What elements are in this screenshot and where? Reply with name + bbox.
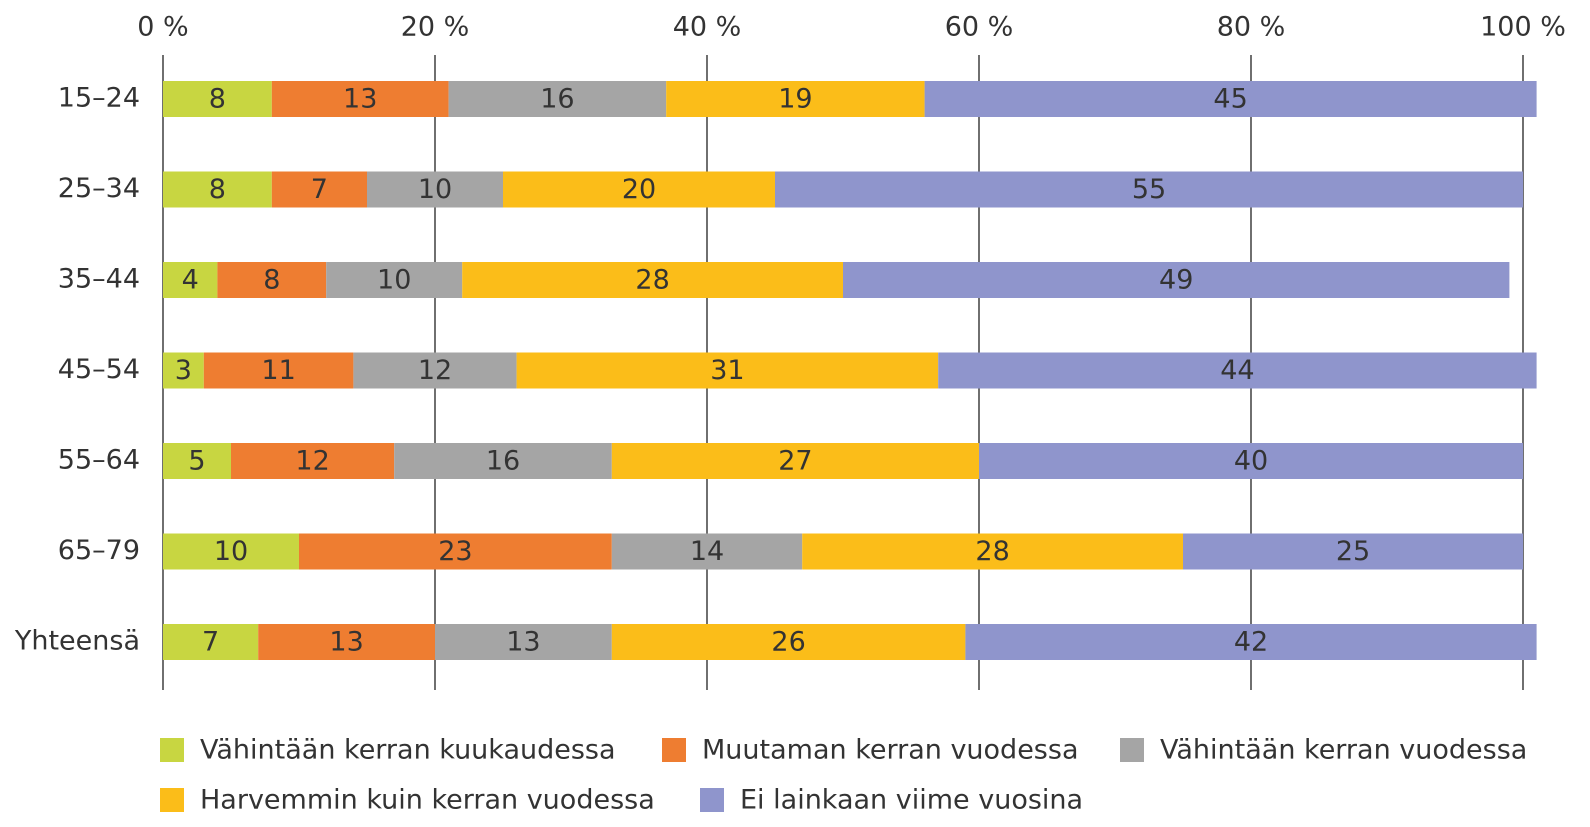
- x-tick-label: 0 %: [137, 12, 188, 43]
- bar-segment: [775, 171, 1523, 208]
- bar-segment: [163, 262, 218, 298]
- data-label: 7: [202, 627, 219, 658]
- bar-segment: [448, 81, 667, 117]
- data-label: 4: [182, 265, 199, 296]
- legend-label: Harvemmin kuin kerran vuodessa: [200, 785, 655, 816]
- bar-segment: [299, 533, 612, 570]
- bar-segment: [367, 171, 503, 208]
- y-tick-label: 45–54: [58, 354, 140, 385]
- x-tick-label: 60 %: [945, 12, 1014, 43]
- bar-segment: [611, 624, 966, 660]
- bar-segment: [503, 171, 775, 208]
- bar-segment: [666, 81, 925, 117]
- data-label: 7: [311, 174, 328, 205]
- bar-segment: [163, 533, 299, 570]
- legend-swatch: [662, 738, 686, 762]
- data-label: 42: [1234, 627, 1268, 658]
- data-label: 8: [209, 174, 226, 205]
- data-label: 3: [175, 355, 192, 386]
- data-label: 44: [1220, 355, 1254, 386]
- data-label: 45: [1213, 84, 1247, 115]
- x-tick-label: 100 %: [1480, 12, 1566, 43]
- data-label: 13: [343, 84, 377, 115]
- data-label: 10: [418, 174, 452, 205]
- bar-segment: [802, 533, 1183, 570]
- x-tick-label: 40 %: [673, 12, 742, 43]
- legend-swatch: [1120, 738, 1144, 762]
- bar-segment: [163, 624, 259, 660]
- bar-segment: [462, 262, 843, 298]
- data-label: 40: [1234, 446, 1268, 477]
- y-tick-label: 55–64: [58, 445, 140, 476]
- data-label: 13: [329, 627, 363, 658]
- data-label: 10: [377, 265, 411, 296]
- bar-segment: [163, 352, 204, 389]
- data-label: 28: [635, 265, 669, 296]
- data-label: 27: [778, 446, 812, 477]
- bar-segment: [271, 171, 367, 208]
- y-tick-label: 15–24: [58, 83, 140, 114]
- legend-label: Muutaman kerran vuodessa: [702, 735, 1078, 766]
- data-label: 13: [506, 627, 540, 658]
- data-label: 23: [438, 536, 472, 567]
- legend-swatch: [160, 788, 184, 812]
- data-label: 49: [1159, 265, 1193, 296]
- bar-segment: [203, 352, 354, 389]
- bar-segment: [163, 171, 272, 208]
- bar-segment: [231, 443, 395, 479]
- bar-segment: [435, 624, 612, 660]
- bar-segment: [938, 352, 1537, 389]
- bar-segment: [163, 443, 231, 479]
- bar-segment: [979, 443, 1523, 479]
- data-label: 5: [188, 446, 205, 477]
- data-label: 20: [622, 174, 656, 205]
- bar-segment: [516, 352, 939, 389]
- bar-segment: [258, 624, 435, 660]
- y-tick-label: 35–44: [58, 264, 140, 295]
- legend-swatch: [700, 788, 724, 812]
- data-label: 10: [214, 536, 248, 567]
- legend-label: Vähintään kerran vuodessa: [1160, 735, 1527, 766]
- bar-segment: [217, 262, 327, 298]
- data-label: 55: [1132, 174, 1166, 205]
- bar-segment: [843, 262, 1510, 298]
- bar-segment: [326, 262, 463, 298]
- data-label: 16: [486, 446, 520, 477]
- bar-segment: [611, 443, 979, 479]
- bar-segment: [965, 624, 1537, 660]
- data-label: 8: [263, 265, 280, 296]
- data-label: 12: [295, 446, 329, 477]
- x-tick-label: 20 %: [401, 12, 470, 43]
- y-tick-label: 25–34: [58, 173, 140, 204]
- data-label: 26: [771, 627, 805, 658]
- data-label: 19: [778, 84, 812, 115]
- data-label: 28: [975, 536, 1009, 567]
- data-label: 12: [418, 355, 452, 386]
- legend-label: Vähintään kerran kuukaudessa: [200, 735, 616, 766]
- data-label: 11: [261, 355, 295, 386]
- bar-segment: [353, 352, 517, 389]
- data-label: 16: [540, 84, 574, 115]
- y-tick-label: Yhteensä: [14, 626, 140, 657]
- data-label: 14: [690, 536, 724, 567]
- bar-segment: [394, 443, 612, 479]
- data-label: 31: [710, 355, 744, 386]
- data-label: 8: [209, 84, 226, 115]
- y-tick-label: 65–79: [58, 535, 140, 566]
- bar-segment: [163, 81, 272, 117]
- bar-segment: [1183, 533, 1523, 570]
- data-label: 25: [1336, 536, 1370, 567]
- bar-segment: [271, 81, 449, 117]
- bar-segment: [611, 533, 803, 570]
- x-tick-label: 80 %: [1217, 12, 1286, 43]
- legend-swatch: [160, 738, 184, 762]
- bar-segment: [924, 81, 1537, 117]
- legend-label: Ei lainkaan viime vuosina: [740, 785, 1083, 816]
